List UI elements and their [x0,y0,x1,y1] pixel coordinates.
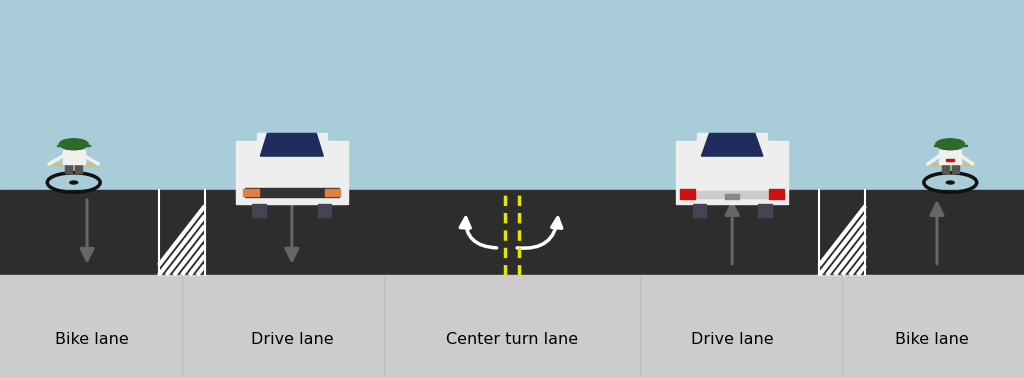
Text: Bike lane: Bike lane [895,332,969,347]
Bar [0,0,1024,190]
Bar [934,145,967,146]
Bar [75,165,82,173]
Text: Drive lane: Drive lane [691,332,773,347]
Bar [685,191,779,198]
Bar [252,204,266,217]
Bar [325,189,340,196]
Bar [0,275,1024,377]
Bar [236,141,348,204]
Bar [676,141,788,204]
Circle shape [59,139,88,149]
Circle shape [70,181,78,184]
Circle shape [946,181,954,184]
Bar [697,133,767,156]
Bar [942,165,949,173]
Bar [692,204,707,217]
Polygon shape [260,133,324,156]
Circle shape [936,139,965,149]
Bar [317,204,331,217]
Bar [951,165,958,173]
Bar [939,150,962,164]
Bar [680,189,695,199]
Bar [245,188,339,197]
Bar [257,133,327,156]
Circle shape [61,141,86,150]
Polygon shape [701,133,763,156]
Bar [57,145,90,146]
Circle shape [938,141,963,150]
Bar [769,189,784,199]
Bar [0,190,1024,275]
Bar [946,159,954,161]
Text: Center turn lane: Center turn lane [445,332,579,347]
Bar [244,189,259,196]
Bar [62,150,85,164]
Bar [66,165,73,173]
Bar [758,204,772,217]
Text: Bike lane: Bike lane [55,332,129,347]
Bar [725,194,739,199]
Text: Drive lane: Drive lane [251,332,333,347]
